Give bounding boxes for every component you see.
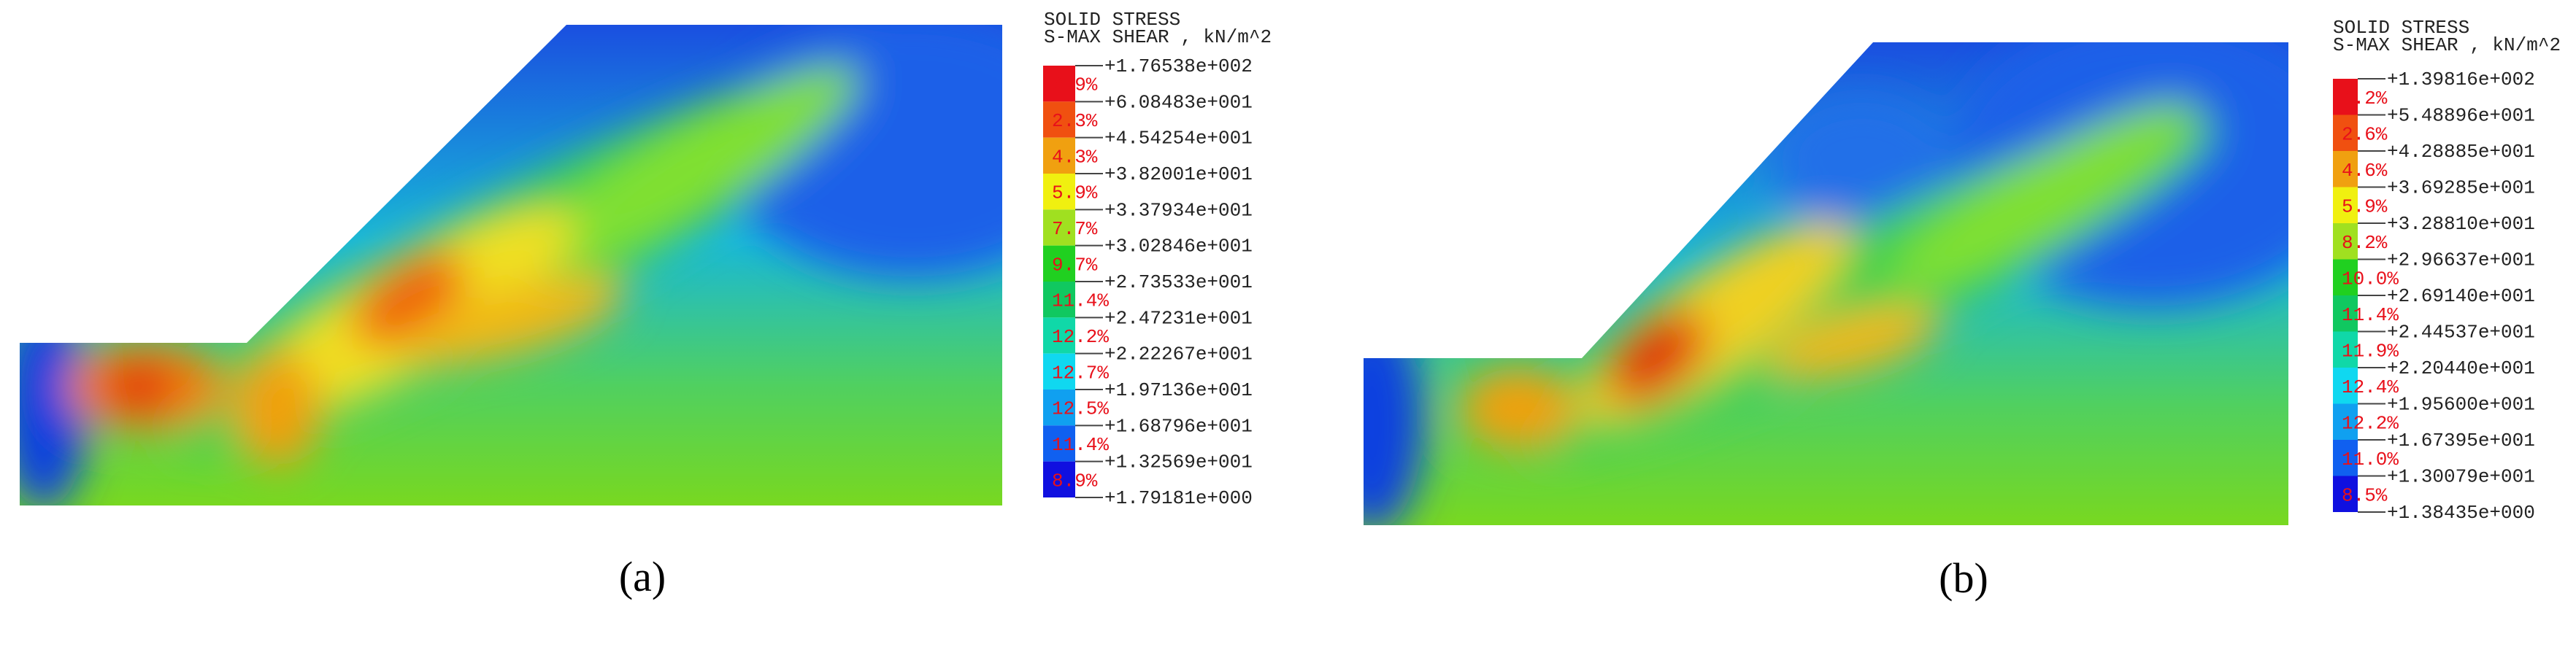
- contour-plot-b: [1364, 42, 2288, 525]
- legend-percentage: 7.7%: [1052, 218, 1098, 240]
- panel-caption: (b): [1939, 554, 1988, 602]
- legend-percentage: 11.4%: [1052, 290, 1109, 312]
- legend-level: +1.79181e+000: [1104, 487, 1253, 509]
- legend-percentage: 8.9%: [1052, 470, 1098, 492]
- legend-level: +3.28810e+001: [2387, 213, 2535, 235]
- legend-percentage: 2.3%: [1052, 110, 1098, 132]
- legend-percentage: 12.2%: [2342, 412, 2399, 434]
- legend-swatch: [1043, 317, 1075, 354]
- panel-caption: (a): [619, 553, 666, 600]
- legend-swatch: [2333, 259, 2358, 295]
- legend-swatch: [2333, 368, 2358, 404]
- legend-level: +2.73533e+001: [1104, 271, 1253, 293]
- legend-swatch: [2333, 403, 2358, 440]
- legend-level: +1.38435e+000: [2387, 502, 2535, 524]
- legend-percentage: 8.5%: [2342, 484, 2388, 506]
- legend-level: +3.69285e+001: [2387, 177, 2535, 199]
- legend-percentage: 11.4%: [1052, 434, 1109, 456]
- legend-swatch: [1043, 353, 1075, 390]
- legend-percentage: 8.2%: [2342, 232, 2388, 254]
- legend-level: +1.68796e+001: [1104, 415, 1253, 437]
- legend-swatch: [2333, 187, 2358, 223]
- legend-percentage: 11.0%: [2342, 449, 2399, 470]
- legend-swatch: [2333, 476, 2358, 512]
- legend-percentage: 1.2%: [2342, 88, 2388, 109]
- legend-level: +4.54254e+001: [1104, 128, 1253, 150]
- legend-percentage: 5.9%: [2342, 195, 2388, 217]
- legend-swatch: [1043, 425, 1075, 462]
- legend-percentage: 11.9%: [2342, 340, 2399, 362]
- legend-swatch: [2333, 115, 2358, 151]
- legend-swatch: [1043, 101, 1075, 138]
- legend-level: +1.39816e+002: [2387, 69, 2535, 90]
- legend-level: +1.76538e+002: [1104, 55, 1253, 77]
- legend-level: +1.30079e+001: [2387, 466, 2535, 488]
- legend-level: +1.32569e+001: [1104, 452, 1253, 473]
- legend-level: +3.02846e+001: [1104, 236, 1253, 257]
- legend-percentage: 12.7%: [1052, 362, 1109, 384]
- legend-swatch: [2333, 440, 2358, 476]
- legend-level: +4.28885e+001: [2387, 141, 2535, 163]
- contour-plot-a: [20, 25, 1002, 505]
- legend-swatch: [2333, 79, 2358, 115]
- legend-percentage: 12.2%: [1052, 326, 1109, 348]
- legend-level: +6.08483e+001: [1104, 91, 1253, 113]
- legend-swatch: [2333, 223, 2358, 260]
- legend-swatch: [1043, 461, 1075, 497]
- legend-title: SOLID STRESS: [2333, 17, 2469, 39]
- legend-percentage: 12.4%: [2342, 376, 2399, 398]
- legend-level: +2.96637e+001: [2387, 249, 2535, 271]
- legend-percentage: 4.3%: [1052, 146, 1098, 168]
- legend-level: +3.37934e+001: [1104, 199, 1253, 221]
- legend-swatch: [2333, 151, 2358, 187]
- legend-level: +2.22267e+001: [1104, 344, 1253, 365]
- legend-level: +2.69140e+001: [2387, 285, 2535, 307]
- legend-percentage: 12.5%: [1052, 398, 1109, 420]
- legend-level: +5.48896e+001: [2387, 105, 2535, 127]
- legend-swatch: [1043, 245, 1075, 282]
- legend-swatch: [1043, 66, 1075, 102]
- legend-title: SOLID STRESS: [1044, 9, 1180, 31]
- legend-percentage: 9.7%: [1052, 254, 1098, 276]
- legend-swatch: [1043, 282, 1075, 318]
- legend-swatch: [1043, 174, 1075, 210]
- legend-percentage: 5.9%: [1052, 182, 1098, 204]
- legend-swatch: [1043, 209, 1075, 246]
- legend-percentage: 10.0%: [2342, 268, 2399, 290]
- legend-level: +2.47231e+001: [1104, 307, 1253, 329]
- legend-level: +3.82001e+001: [1104, 163, 1253, 185]
- legend-level: +1.67395e+001: [2387, 430, 2535, 452]
- legend-level: +2.44537e+001: [2387, 322, 2535, 344]
- legend-percentage: 2.6%: [2342, 123, 2388, 145]
- legend-swatch: [1043, 390, 1075, 426]
- legend-swatch: [2333, 295, 2358, 332]
- legend-level: +1.95600e+001: [2387, 394, 2535, 416]
- legend-title: S-MAX SHEAR , kN/m^2: [1044, 26, 1272, 48]
- legend-swatch: [1043, 137, 1075, 174]
- legend-level: +2.20440e+001: [2387, 357, 2535, 379]
- legend-percentage: 11.4%: [2342, 304, 2399, 326]
- legend-title: S-MAX SHEAR , kN/m^2: [2333, 34, 2561, 56]
- legend-level: +1.97136e+001: [1104, 379, 1253, 401]
- legend-percentage: 4.6%: [2342, 160, 2388, 182]
- legend-percentage: 0.9%: [1052, 74, 1098, 96]
- legend-swatch: [2333, 331, 2358, 368]
